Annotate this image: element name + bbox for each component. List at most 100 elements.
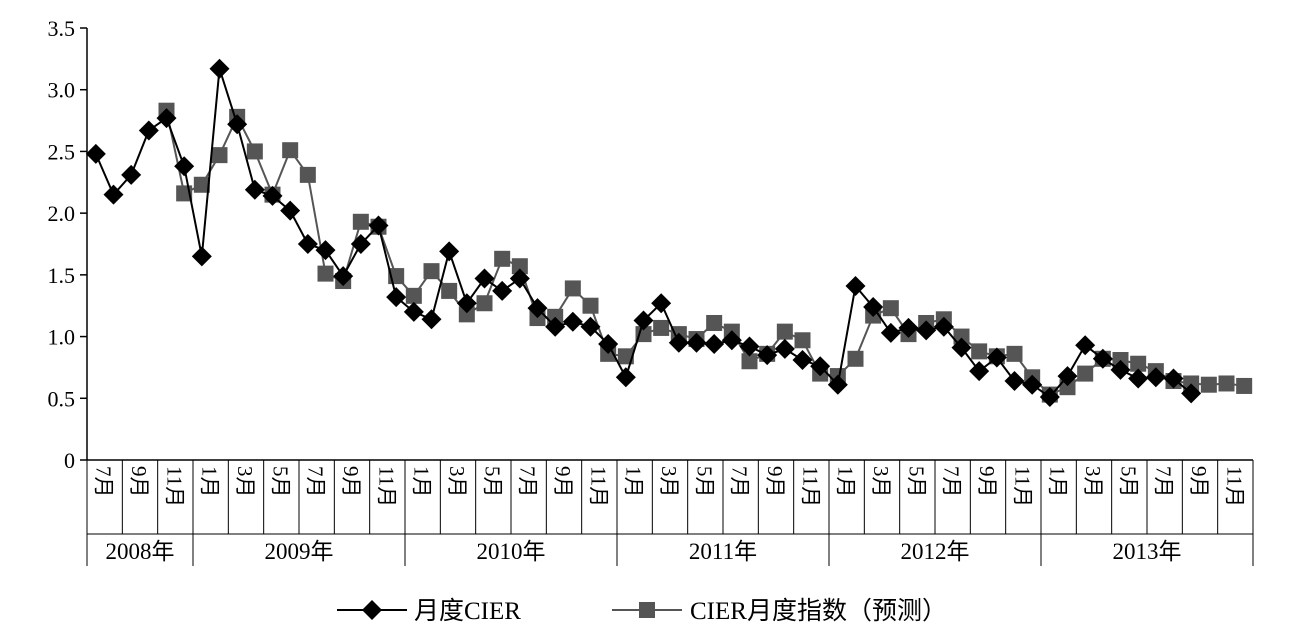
x-tick-label: 9月 bbox=[763, 466, 787, 498]
legend: 月度CIER CIER月度指数（预测） bbox=[337, 597, 947, 625]
data-point bbox=[1004, 371, 1025, 392]
data-point bbox=[916, 320, 937, 341]
x-tick-label: 9月 bbox=[551, 466, 575, 498]
y-tick-label: 3.0 bbox=[48, 78, 76, 103]
data-point bbox=[1163, 368, 1184, 389]
x-tick-label: 11月 bbox=[1222, 466, 1246, 507]
data-point bbox=[456, 293, 477, 314]
year-label: 2009年 bbox=[265, 539, 334, 564]
x-tick-label: 5月 bbox=[268, 466, 292, 498]
data-point bbox=[794, 332, 811, 349]
year-label: 2013年 bbox=[1113, 539, 1182, 564]
data-point bbox=[792, 350, 813, 371]
data-point bbox=[227, 114, 248, 135]
data-point bbox=[191, 246, 212, 267]
data-point bbox=[615, 367, 636, 388]
data-point bbox=[1128, 368, 1149, 389]
data-point bbox=[246, 143, 263, 160]
x-tick-label: 9月 bbox=[975, 466, 999, 498]
data-point bbox=[421, 309, 442, 330]
data-point bbox=[704, 333, 725, 354]
data-point bbox=[1110, 359, 1131, 380]
data-point bbox=[403, 301, 424, 322]
x-tick-label: 1月 bbox=[410, 466, 434, 498]
legend-marker bbox=[362, 600, 382, 620]
y-tick-label: 2.5 bbox=[48, 139, 76, 164]
legend-item: CIER月度指数（预测） bbox=[612, 597, 947, 625]
data-point bbox=[1006, 345, 1023, 362]
year-label: 2011年 bbox=[689, 539, 757, 564]
x-tick-label: 1月 bbox=[834, 466, 858, 498]
x-tick-label: 7月 bbox=[304, 466, 328, 498]
series-group bbox=[85, 58, 1253, 408]
x-tick-label: 3月 bbox=[445, 466, 469, 498]
data-point bbox=[494, 250, 511, 267]
data-point bbox=[193, 176, 210, 193]
data-point bbox=[476, 295, 493, 312]
x-tick-label: 5月 bbox=[904, 466, 928, 498]
data-point bbox=[423, 263, 440, 280]
data-point bbox=[156, 108, 177, 129]
data-point bbox=[1092, 348, 1113, 369]
data-point bbox=[582, 297, 599, 314]
x-tick-label: 11月 bbox=[586, 466, 610, 507]
data-point bbox=[898, 317, 919, 338]
data-point bbox=[951, 337, 972, 358]
x-tick-label: 11月 bbox=[162, 466, 186, 507]
data-point bbox=[776, 323, 793, 340]
data-point bbox=[845, 275, 866, 296]
data-point bbox=[509, 268, 530, 289]
data-point bbox=[651, 293, 672, 314]
x-tick-label: 11月 bbox=[1010, 466, 1034, 507]
data-point bbox=[1022, 374, 1043, 395]
series-line bbox=[94, 68, 1192, 399]
y-tick-label: 0 bbox=[64, 448, 75, 473]
data-point bbox=[971, 343, 988, 360]
legend-label: CIER月度指数（预测） bbox=[690, 597, 947, 625]
year-label: 2008年 bbox=[106, 539, 175, 564]
data-point bbox=[564, 280, 581, 297]
data-point bbox=[297, 234, 318, 254]
data-point bbox=[880, 322, 901, 343]
data-point bbox=[686, 332, 707, 353]
y-tick-label: 1.0 bbox=[48, 325, 76, 350]
data-point bbox=[986, 347, 1007, 368]
data-point bbox=[1075, 335, 1096, 356]
y-tick-label: 3.5 bbox=[48, 16, 76, 41]
data-point bbox=[280, 200, 301, 221]
x-tick-label: 5月 bbox=[480, 466, 504, 498]
data-point bbox=[1236, 377, 1253, 394]
x-tick-label: 7月 bbox=[1152, 466, 1176, 498]
data-point bbox=[121, 164, 142, 185]
x-tick-label: 9月 bbox=[339, 466, 363, 498]
data-point bbox=[333, 266, 354, 287]
data-point bbox=[262, 185, 283, 206]
x-tick-label: 3月 bbox=[233, 466, 257, 498]
data-point bbox=[511, 258, 528, 275]
data-point bbox=[933, 316, 954, 337]
x-tick-label: 3月 bbox=[1081, 466, 1105, 498]
data-point bbox=[350, 234, 371, 254]
year-label: 2010年 bbox=[477, 539, 546, 564]
data-point bbox=[474, 268, 495, 289]
data-point bbox=[617, 348, 634, 365]
data-point bbox=[580, 316, 601, 337]
x-tick-label: 3月 bbox=[657, 466, 681, 498]
data-point bbox=[352, 213, 369, 230]
data-point bbox=[969, 361, 990, 382]
data-point bbox=[1145, 367, 1166, 388]
legend-item: 月度CIER bbox=[337, 597, 521, 625]
data-point bbox=[299, 166, 316, 183]
data-point bbox=[1181, 383, 1202, 404]
y-tick-label: 2.0 bbox=[48, 201, 76, 226]
year-label: 2012年 bbox=[901, 539, 970, 564]
data-point bbox=[739, 336, 760, 357]
data-point bbox=[1059, 379, 1076, 396]
x-tick-label: 7月 bbox=[92, 466, 116, 498]
x-tick-label: 5月 bbox=[692, 466, 716, 498]
x-tick-label: 11月 bbox=[798, 466, 822, 507]
data-point bbox=[882, 300, 899, 317]
data-point bbox=[492, 280, 513, 301]
data-point bbox=[244, 179, 265, 200]
